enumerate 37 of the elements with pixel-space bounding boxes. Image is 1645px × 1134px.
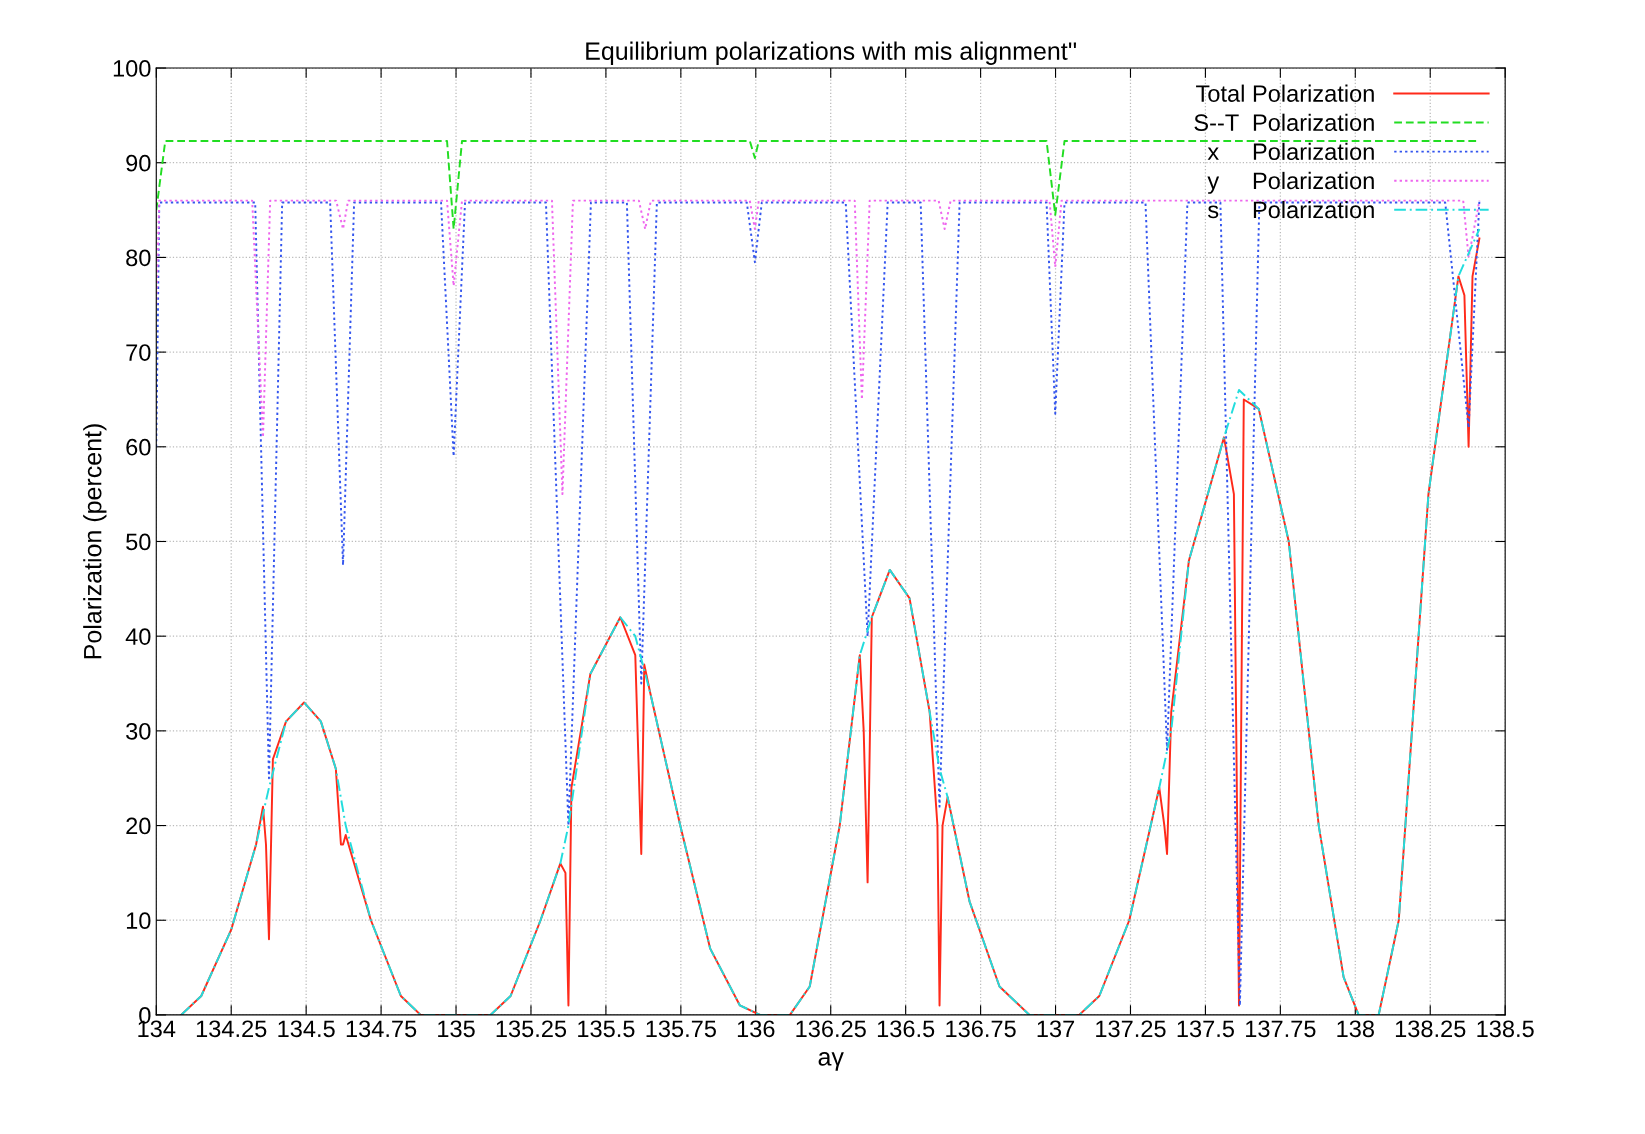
y-tick-label: 90 [126,154,151,172]
x-tick-label: 135 [438,1020,475,1038]
legend-label: y Polarization [1207,171,1374,194]
x-tick-label: 134.5 [278,1020,335,1038]
x-tick-label: 136.5 [877,1020,935,1038]
x-tick-label: 135.75 [646,1020,716,1038]
x-tick-label: 138.5 [1477,1020,1534,1038]
x-tick-label: 137.25 [1096,1020,1166,1038]
x-tick-label: 135.5 [578,1020,635,1038]
legend-label: S--T Polarization [1194,113,1374,131]
x-tick-label: 136.75 [946,1020,1016,1038]
y-tick-label: 80 [126,249,151,267]
y-tick-label: 50 [126,533,151,551]
line-series [156,199,1481,496]
x-tick-label: 134.25 [196,1020,267,1038]
legend-label: Total Polarization [1196,84,1374,102]
x-tick-label: 134.75 [346,1020,417,1038]
legend-label: x Polarization [1207,142,1374,161]
legend-label: s Polarization [1208,200,1374,219]
chart-title: Equilibrium polarizations with mis alignment'' [586,41,1077,65]
x-tick-label: 135.25 [496,1020,567,1038]
x-tick-label: 137.5 [1177,1020,1234,1038]
y-tick-label: 30 [126,722,151,740]
y-tick-label: 60 [126,438,151,456]
y-tick-label: 10 [126,912,151,930]
x-tick-label: 138.25 [1395,1020,1466,1038]
x-tick-label: 137 [1037,1020,1075,1038]
x-tick-label: 138 [1337,1020,1374,1038]
y-axis-title: Polarization (percent) [83,424,107,659]
y-tick-label: 100 [113,60,151,77]
y-tick-label: 40 [125,628,151,645]
x-tick-label: 136.25 [796,1020,866,1038]
y-tick-label: 20 [126,817,151,835]
x-tick-label: 137.75 [1246,1020,1316,1038]
x-tick-label: 136 [737,1020,775,1038]
x-axis-title: aγ [818,1052,844,1071]
y-tick-label: 70 [126,344,151,361]
